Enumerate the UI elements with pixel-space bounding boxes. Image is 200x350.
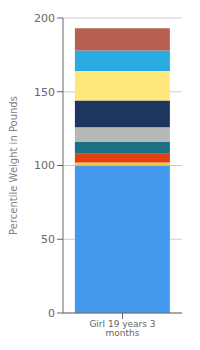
svg-text:200: 200 bbox=[34, 12, 55, 25]
svg-text:150: 150 bbox=[34, 86, 55, 99]
svg-text:100: 100 bbox=[34, 159, 55, 172]
svg-text:50: 50 bbox=[41, 233, 55, 246]
svg-text:Percentile Weight in Pounds: Percentile Weight in Pounds bbox=[8, 96, 19, 235]
svg-text:0: 0 bbox=[48, 307, 55, 320]
svg-text:Girl 19 years 3months: Girl 19 years 3months bbox=[89, 319, 155, 338]
